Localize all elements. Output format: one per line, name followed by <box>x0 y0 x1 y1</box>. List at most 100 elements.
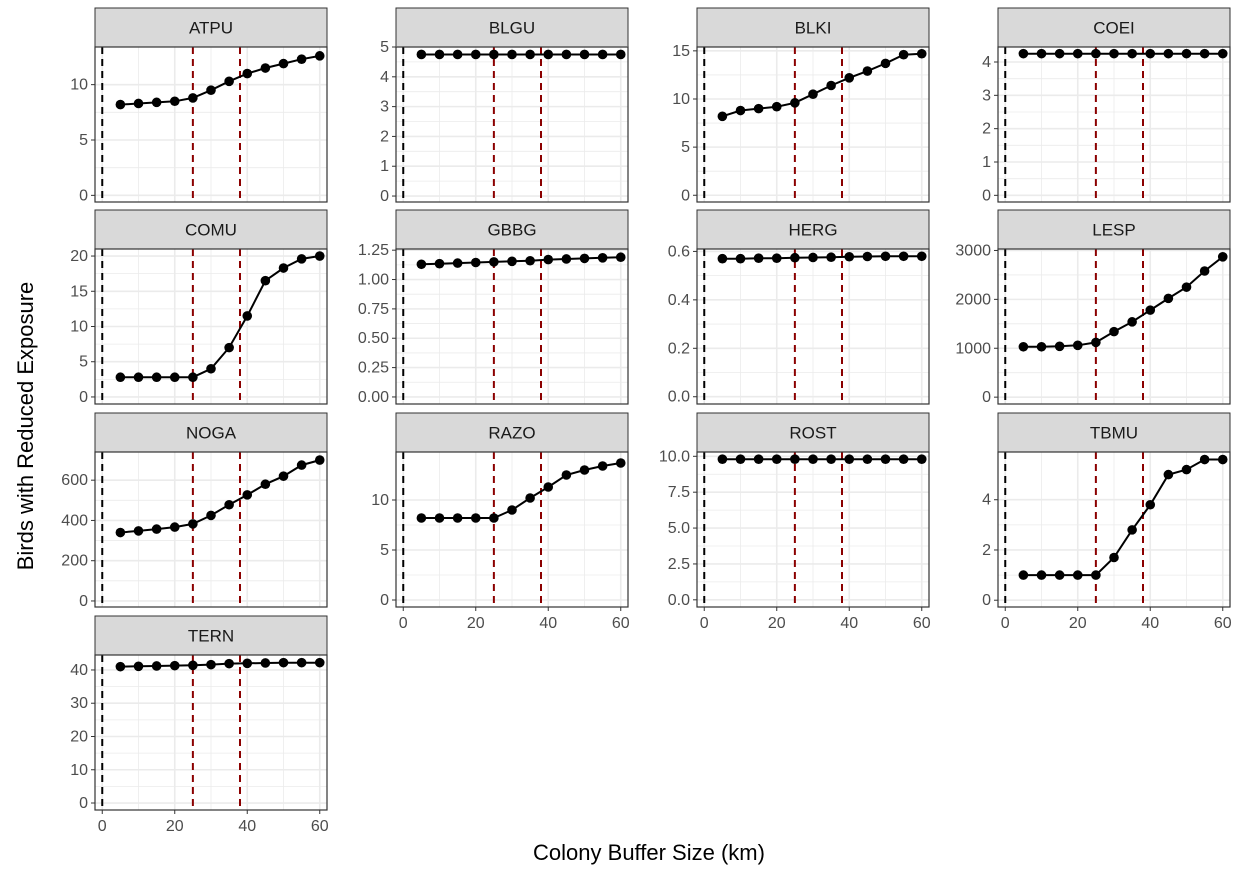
data-point <box>242 658 253 669</box>
panel-strip <box>94 412 328 453</box>
data-point <box>916 48 927 59</box>
panel-border <box>94 654 328 811</box>
panel-blgu: BLGU 0 1 2 3 4 5 <box>380 7 629 205</box>
data-point <box>278 263 289 273</box>
data-point <box>916 454 927 464</box>
y-tick-label: 5 <box>380 542 389 559</box>
y-tick-label: 4 <box>982 54 991 71</box>
data-point <box>278 657 289 668</box>
data-point <box>489 513 499 523</box>
panel-border <box>696 248 930 405</box>
data-point <box>470 49 481 60</box>
panel-strip-label: BLGU <box>489 19 535 38</box>
panel-strip-label: RAZO <box>488 424 535 443</box>
data-point <box>916 251 927 262</box>
data-point <box>296 657 307 668</box>
data-point <box>543 49 554 60</box>
panel-strip <box>395 7 629 48</box>
y-tick-label: 0.25 <box>358 360 389 377</box>
data-point <box>133 372 144 383</box>
x-tick-label: 0 <box>399 615 408 632</box>
data-point <box>206 85 216 95</box>
y-tick-label: 1 <box>380 158 389 175</box>
data-point <box>296 460 307 470</box>
data-point <box>717 253 728 264</box>
data-point <box>808 252 818 263</box>
y-tick-label: 0 <box>79 187 88 204</box>
y-tick-label: 2000 <box>955 291 991 308</box>
data-point <box>133 661 144 672</box>
y-tick-label: 1000 <box>955 340 991 357</box>
y-tick-label: 0 <box>79 593 88 610</box>
data-point <box>1091 337 1101 348</box>
data-point <box>717 454 728 464</box>
y-tick-label: 200 <box>61 553 88 570</box>
y-tick-label: 0 <box>982 592 991 609</box>
data-point <box>314 251 325 261</box>
panel-noga: NOGA 0 200 400 600 <box>61 412 328 610</box>
data-point <box>188 519 198 529</box>
data-point <box>1109 552 1119 563</box>
data-point <box>507 256 517 267</box>
data-point <box>1018 48 1029 59</box>
panel-border <box>997 248 1231 405</box>
panel-strip <box>696 412 930 453</box>
panel-comu: COMU 0 5 10 15 20 <box>70 209 328 406</box>
y-axis-title: Birds with Reduced Exposure <box>13 282 38 571</box>
data-point <box>898 251 909 262</box>
data-point <box>844 454 855 464</box>
panel-strip <box>94 615 328 656</box>
data-point <box>314 51 325 61</box>
x-tick-label: 60 <box>612 615 630 632</box>
y-tick-label: 0 <box>681 187 690 204</box>
data-point <box>1127 525 1137 535</box>
data-point <box>452 258 463 268</box>
panel-strip-label: TBMU <box>1090 424 1138 443</box>
data-point <box>1163 48 1174 59</box>
y-tick-label: 10 <box>70 319 88 336</box>
data-point <box>1217 252 1228 262</box>
data-point <box>753 454 764 464</box>
data-point <box>771 253 782 264</box>
panel-strip-label: ATPU <box>189 19 233 38</box>
data-point <box>278 58 289 69</box>
panel-lesp: LESP 0 1000 2000 3000 <box>955 209 1231 406</box>
y-tick-label: 0.4 <box>668 292 690 309</box>
data-point <box>735 253 746 264</box>
data-point <box>1109 48 1119 59</box>
y-tick-label: 10 <box>70 77 88 94</box>
data-point <box>1181 464 1192 475</box>
data-point <box>169 96 180 107</box>
x-tick-label: 20 <box>166 818 184 835</box>
data-point <box>1217 48 1228 59</box>
y-tick-label: 5 <box>380 39 389 56</box>
data-point <box>452 513 463 523</box>
panel-strip-label: GBBG <box>487 221 536 240</box>
panel-strip-label: TERN <box>188 627 234 646</box>
y-tick-label: 0 <box>380 592 389 609</box>
y-tick-label: 0.0 <box>668 389 690 406</box>
panel-strip-label: BLKI <box>795 19 832 38</box>
data-point <box>1127 317 1137 327</box>
data-point <box>224 342 234 353</box>
x-axis-title: Colony Buffer Size (km) <box>533 840 765 865</box>
y-tick-label: 2 <box>982 121 991 138</box>
data-point <box>579 253 590 264</box>
y-tick-label: 0 <box>79 795 88 812</box>
panel-strip <box>696 209 930 250</box>
y-tick-label: 0.0 <box>668 592 690 609</box>
panel-coei: COEI 0 1 2 3 4 <box>982 7 1231 204</box>
y-tick-label: 5 <box>79 354 88 371</box>
panel-border <box>997 451 1231 608</box>
y-tick-label: 0.75 <box>358 301 389 318</box>
data-point <box>844 73 855 83</box>
data-point <box>296 254 307 264</box>
y-tick-label: 400 <box>61 512 88 529</box>
data-point <box>151 97 162 108</box>
data-point <box>543 482 554 492</box>
data-point <box>1217 454 1228 465</box>
data-point <box>717 111 728 122</box>
data-point <box>615 49 626 60</box>
y-tick-label: 600 <box>61 472 88 489</box>
